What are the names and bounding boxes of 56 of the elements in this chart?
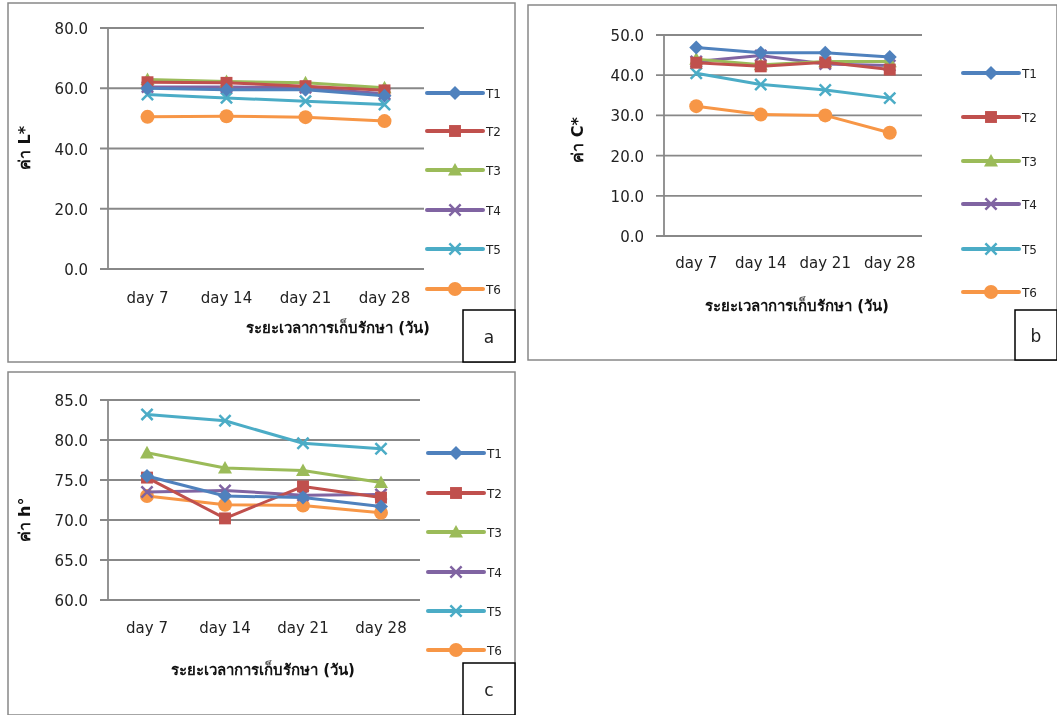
y-tick-label: 80.0 xyxy=(54,432,88,450)
legend-label: T3 xyxy=(485,164,501,178)
legend-label: T2 xyxy=(486,487,502,501)
legend-label: T1 xyxy=(486,447,502,461)
y-tick-label: 70.0 xyxy=(54,512,88,530)
legend-label: T6 xyxy=(486,644,502,658)
y-tick-label: 30.0 xyxy=(610,107,644,126)
legend-label: T1 xyxy=(1021,67,1037,81)
x-tick-label: day 21 xyxy=(277,619,329,637)
y-tick-label: 0.0 xyxy=(620,228,644,246)
x-tick-label: day 14 xyxy=(200,289,253,307)
legend-label: T4 xyxy=(486,566,502,580)
x-axis-title: ระยะเวลาการเก็บรักษา (วัน) xyxy=(705,296,889,315)
y-tick-label: 0.0 xyxy=(64,261,88,279)
text: c xyxy=(484,680,494,700)
y-tick-label: 40.0 xyxy=(610,67,644,86)
x-tick-label: day 28 xyxy=(864,254,916,272)
y-tick-label: 65.0 xyxy=(54,552,88,570)
x-tick-label: day 7 xyxy=(126,289,169,307)
y-tick-label: 85.0 xyxy=(54,392,88,410)
x-tick-label: day 7 xyxy=(675,254,718,272)
x-tick-label: day 21 xyxy=(279,289,332,307)
y-tick-label: 75.0 xyxy=(54,472,88,490)
legend-label: T2 xyxy=(1021,111,1037,125)
legend-label: T3 xyxy=(486,526,502,540)
text: b xyxy=(1030,326,1042,346)
y-tick-label: 80.0 xyxy=(54,20,88,38)
y-tick-label: 20.0 xyxy=(610,147,644,166)
x-tick-label: day 28 xyxy=(355,619,407,637)
legend-label: T3 xyxy=(1021,155,1037,169)
y-tick-label: 60.0 xyxy=(54,592,88,610)
y-tick-label: 10.0 xyxy=(610,187,644,206)
legend-label: T6 xyxy=(1021,286,1037,300)
legend-label: T4 xyxy=(485,204,501,218)
x-tick-label: day 7 xyxy=(126,619,168,637)
text: a xyxy=(483,327,495,347)
x-tick-label: day 14 xyxy=(735,254,787,272)
legend-label: T5 xyxy=(1021,243,1037,257)
legend-label: T6 xyxy=(485,283,501,297)
legend-label: T1 xyxy=(485,87,501,101)
y-tick-label: 60.0 xyxy=(54,80,88,99)
y-axis-title: ค่า L* xyxy=(15,125,34,171)
y-axis-title: ค่า h° xyxy=(15,497,34,543)
legend-label: T4 xyxy=(1021,198,1037,212)
x-tick-label: day 28 xyxy=(358,289,411,307)
legend-label: T5 xyxy=(486,605,502,619)
legend-label: T2 xyxy=(485,125,501,139)
x-tick-label: day 21 xyxy=(799,254,851,272)
x-tick-label: day 14 xyxy=(199,619,251,637)
y-tick-label: 50.0 xyxy=(610,27,644,45)
legend-label: T5 xyxy=(485,243,501,257)
y-tick-label: 20.0 xyxy=(54,200,88,219)
x-axis-title: ระยะเวลาการเก็บรักษา (วัน) xyxy=(246,318,430,337)
x-axis-title: ระยะเวลาการเก็บรักษา (วัน) xyxy=(171,660,355,679)
y-tick-label: 40.0 xyxy=(54,140,88,159)
y-axis-title: ค่า C* xyxy=(568,116,587,163)
